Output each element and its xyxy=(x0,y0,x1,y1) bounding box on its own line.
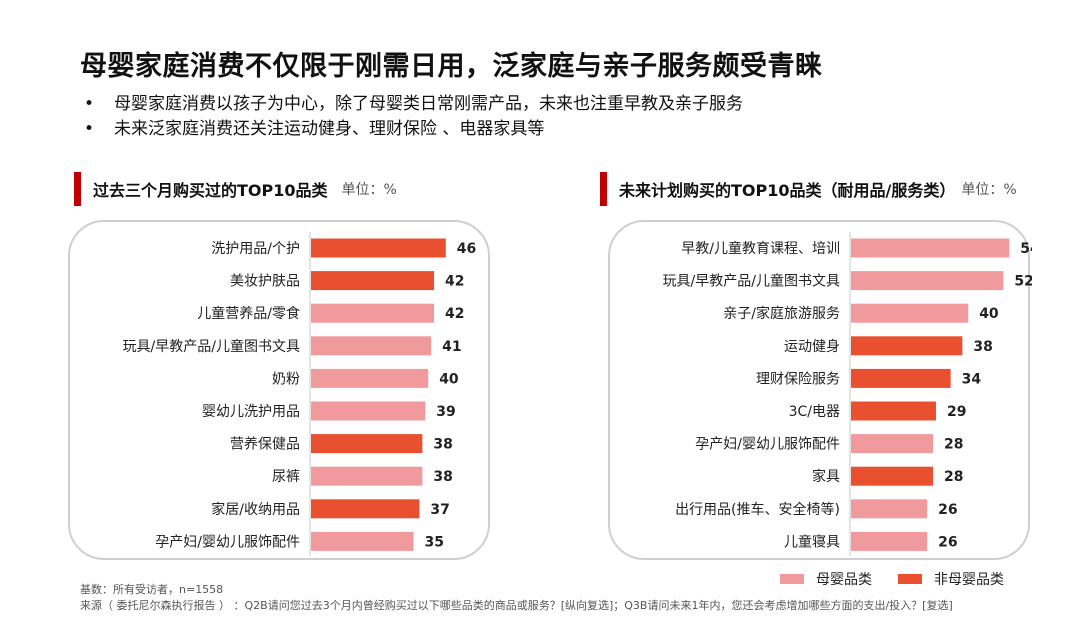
category-label: 奶粉 xyxy=(272,371,300,387)
chart-legend: 母婴品类 非母婴品类 xyxy=(780,569,1030,589)
left-bar-chart: 洗护用品/个护 46 美妆护肤品 42 儿童营养品/零食 42 玩具/早教产品/儿童图书文具… xyxy=(123,232,476,556)
bar-fei-muying xyxy=(311,434,423,454)
category-label: 家具 xyxy=(812,468,840,485)
legend-label-fei-muying: 非母婴品类 xyxy=(934,572,1004,588)
right-chart-title: 未来计划购买的TOP10品类（耐用品/服务类） xyxy=(619,181,956,200)
bar-fei-muying xyxy=(851,466,934,486)
bar-muying xyxy=(311,401,426,421)
bar-muying xyxy=(851,238,1010,258)
bar-muying xyxy=(311,368,429,388)
page-title: 母婴家庭消费不仅限于刚需日用，泛家庭与亲子服务颇受青睐 xyxy=(80,51,823,82)
footnote-source: 来源（ 委托尼尔森执行报告 ） ：Q2B请问您过去3个月内曾经购买过以下哪些品类… xyxy=(80,599,953,612)
value-label: 40 xyxy=(979,306,999,322)
category-label: 洗护用品/个护 xyxy=(211,241,300,257)
left-chart-title: 过去三个月购买过的TOP10品类 xyxy=(93,181,328,200)
value-label: 34 xyxy=(962,371,982,387)
category-label: 家居/收纳用品 xyxy=(211,501,300,518)
right-bar-chart: 早教/儿童教育课程、培训 54 玩具/早教产品/儿童图书文具 52 亲子/家庭旅游服务 4… xyxy=(663,232,1032,556)
bar-muying xyxy=(851,434,934,454)
bar-muying xyxy=(851,271,1004,291)
left-chart-header: 过去三个月购买过的TOP10品类 单位：% xyxy=(74,172,397,206)
bar-fei-muying xyxy=(851,401,936,421)
category-label: 婴幼儿洗护用品 xyxy=(202,404,300,420)
section-marker-icon xyxy=(600,172,607,206)
right-chart-header: 未来计划购买的TOP10品类（耐用品/服务类） 单位：% xyxy=(600,172,1017,206)
category-label: 美妆护肤品 xyxy=(230,274,300,290)
value-label: 29 xyxy=(947,404,966,420)
bar-fei-muying xyxy=(851,368,951,388)
category-label: 儿童寝具 xyxy=(784,533,840,550)
bar-muying xyxy=(851,499,928,519)
category-label: 出行用品(推车、安全椅等) xyxy=(675,501,840,518)
legend-label-muying: 母婴品类 xyxy=(816,572,872,588)
category-label: 孕产妇/婴幼儿服饰配件 xyxy=(695,436,840,453)
bar-muying xyxy=(851,531,928,551)
footnote-base: 基数：所有受访者，n=1558 xyxy=(80,583,224,596)
bar-fei-muying xyxy=(851,336,963,356)
value-label: 42 xyxy=(445,306,464,322)
value-label: 39 xyxy=(436,404,455,420)
bullet-item: • 未来泛家庭消费还关注运动健身、理财保险 、电器家具等 xyxy=(80,117,743,142)
bar-fei-muying xyxy=(311,271,435,291)
value-label: 38 xyxy=(433,437,452,453)
value-label: 35 xyxy=(425,534,444,550)
bar-fei-muying xyxy=(311,238,446,258)
category-label: 早教/儿童教育课程、培训 xyxy=(681,240,840,257)
bar-muying xyxy=(311,336,432,356)
bar-muying xyxy=(311,531,414,551)
category-label: 亲子/家庭旅游服务 xyxy=(723,305,840,322)
legend-item-fei-muying: 非母婴品类 xyxy=(898,569,1004,589)
category-label: 儿童营养品/零食 xyxy=(197,305,300,322)
value-label: 28 xyxy=(944,437,963,453)
bullet-text: 母婴家庭消费以孩子为中心，除了母婴类日常刚需产品，未来也注重早教及亲子服务 xyxy=(114,94,743,114)
left-chart-unit: 单位：% xyxy=(341,182,397,198)
section-marker-icon xyxy=(74,172,81,206)
legend-swatch-muying xyxy=(780,574,804,584)
bullet-text: 未来泛家庭消费还关注运动健身、理财保险 、电器家具等 xyxy=(114,119,545,139)
legend-item-muying: 母婴品类 xyxy=(780,569,872,589)
category-label: 3C/电器 xyxy=(789,404,840,420)
bar-muying xyxy=(311,303,435,323)
bullet-item: • 母婴家庭消费以孩子为中心，除了母婴类日常刚需产品，未来也注重早教及亲子服务 xyxy=(80,92,743,117)
value-label: 38 xyxy=(433,469,452,485)
value-label: 28 xyxy=(944,469,963,485)
legend-swatch-fei-muying xyxy=(898,574,922,584)
category-label: 孕产妇/婴幼儿服饰配件 xyxy=(155,533,300,550)
category-label: 运动健身 xyxy=(784,339,840,355)
category-label: 尿裤 xyxy=(272,469,300,485)
value-label: 42 xyxy=(445,274,464,290)
value-label: 26 xyxy=(938,534,957,550)
value-label: 46 xyxy=(457,241,476,257)
category-label: 营养保健品 xyxy=(230,437,300,453)
bar-muying xyxy=(851,303,969,323)
bullet-dot-icon: • xyxy=(84,119,95,139)
category-label: 玩具/早教产品/儿童图书文具 xyxy=(663,273,840,290)
right-chart-unit: 单位：% xyxy=(961,182,1017,198)
left-chart-panel: 洗护用品/个护 46 美妆护肤品 42 儿童营养品/零食 42 玩具/早教产品/儿童图书文具… xyxy=(68,220,490,560)
bullet-dot-icon: • xyxy=(84,94,95,114)
value-label: 37 xyxy=(430,502,449,518)
bar-fei-muying xyxy=(311,499,420,519)
bar-muying xyxy=(311,466,423,486)
category-label: 理财保险服务 xyxy=(756,371,840,387)
right-chart-panel: 早教/儿童教育课程、培训 54 玩具/早教产品/儿童图书文具 52 亲子/家庭旅游服务 4… xyxy=(608,220,1032,560)
category-label: 玩具/早教产品/儿童图书文具 xyxy=(123,338,300,355)
bullet-list: • 母婴家庭消费以孩子为中心，除了母婴类日常刚需产品，未来也注重早教及亲子服务 •… xyxy=(80,92,743,142)
value-label: 52 xyxy=(1014,274,1032,290)
value-label: 41 xyxy=(442,339,461,355)
value-label: 38 xyxy=(973,339,992,355)
value-label: 40 xyxy=(439,371,459,387)
value-label: 26 xyxy=(938,502,957,518)
value-label: 54 xyxy=(1020,241,1032,257)
